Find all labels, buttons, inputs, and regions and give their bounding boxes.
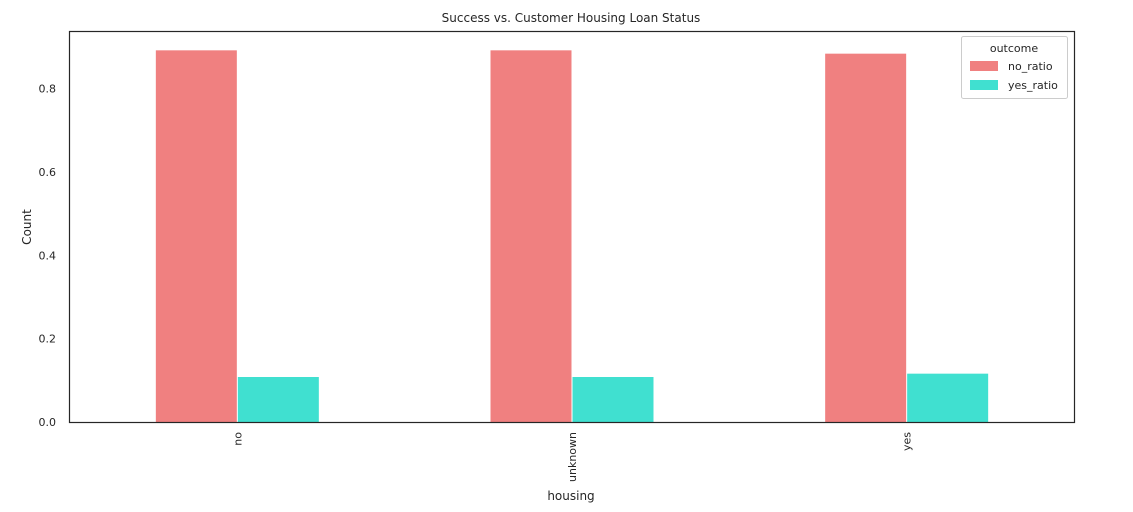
y-axis-label: Count	[20, 209, 34, 245]
y-tick-label-0-4: 0.4	[39, 249, 57, 262]
legend: outcome no_ratio yes_ratio	[961, 36, 1068, 99]
x-tick-label-unknown: unknown	[566, 432, 579, 482]
plot-frame	[68, 30, 1076, 424]
legend-label-no-ratio: no_ratio	[1008, 60, 1053, 73]
y-tick-label-0-6: 0.6	[39, 166, 57, 179]
y-ticks: 0.0 0.2 0.4 0.6 0.8	[39, 83, 57, 429]
bar-no-ratio-no	[155, 50, 237, 422]
y-tick-label-0-8: 0.8	[39, 83, 57, 96]
y-tick-label-0-0: 0.0	[39, 416, 57, 429]
x-axis-label: housing	[547, 489, 594, 503]
bar-yes-ratio-yes	[907, 373, 989, 422]
bar-yes-ratio-unknown	[572, 377, 654, 422]
legend-swatch-no-ratio	[970, 61, 998, 71]
y-tick-label-0-2: 0.2	[39, 333, 57, 346]
chart-title: Success vs. Customer Housing Loan Status	[442, 11, 701, 25]
bars-group	[155, 50, 989, 423]
x-tick-label-yes: yes	[901, 432, 914, 451]
x-ticks: no unknown yes	[231, 432, 913, 482]
legend-title: outcome	[990, 42, 1039, 55]
bar-no-ratio-yes	[825, 53, 907, 423]
bar-no-ratio-unknown	[490, 50, 572, 422]
x-tick-label-no: no	[231, 432, 244, 446]
legend-label-yes-ratio: yes_ratio	[1008, 79, 1058, 92]
bar-yes-ratio-no	[237, 377, 319, 422]
legend-swatch-yes-ratio	[970, 80, 998, 90]
